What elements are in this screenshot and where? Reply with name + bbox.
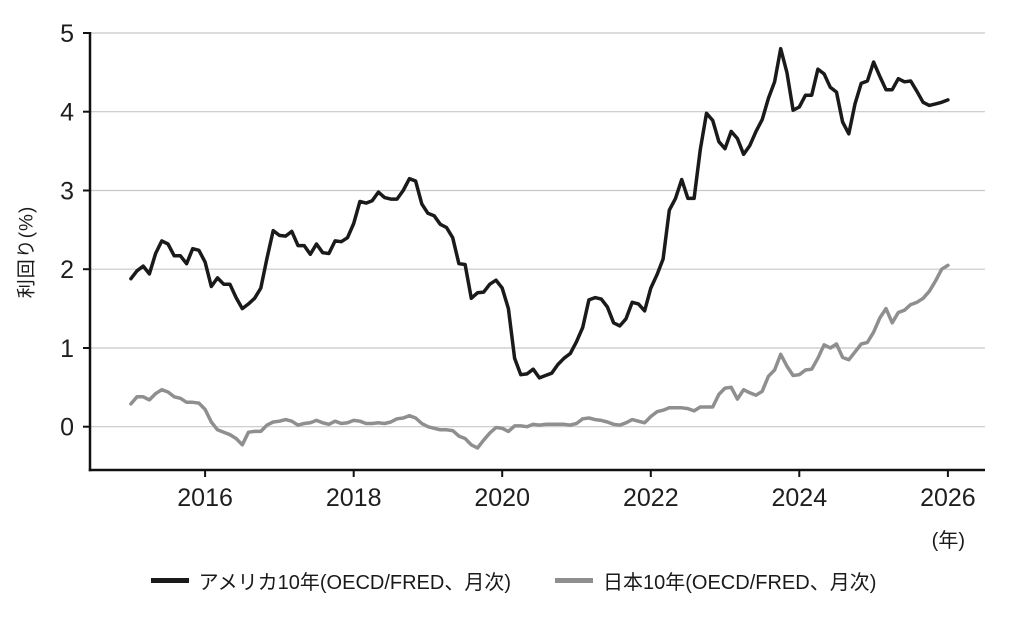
- legend-item-us-10y: アメリカ10年(OECD/FRED、月次): [150, 566, 511, 595]
- svg-text:2020: 2020: [474, 484, 530, 512]
- japan-line-swatch: [555, 578, 593, 583]
- svg-text:3: 3: [60, 178, 74, 206]
- svg-text:0: 0: [60, 414, 74, 442]
- chart-canvas: 0 1 2 3 4 5 2016 2018 2020 2022 2024 2026: [60, 20, 985, 512]
- svg-text:4: 4: [60, 99, 74, 127]
- us-line-swatch: [150, 578, 189, 583]
- svg-text:2022: 2022: [623, 484, 679, 512]
- svg-text:2: 2: [60, 256, 74, 284]
- svg-text:5: 5: [60, 20, 74, 48]
- svg-text:2024: 2024: [771, 484, 827, 512]
- svg-text:1: 1: [60, 335, 74, 363]
- legend-item-japan-10y: 日本10年(OECD/FRED、月次): [555, 566, 876, 595]
- legend-label-us-10y: アメリカ10年(OECD/FRED、月次): [198, 572, 511, 594]
- svg-text:2016: 2016: [177, 484, 233, 512]
- chart-legend: アメリカ10年(OECD/FRED、月次) 日本10年(OECD/FRED、月次…: [0, 566, 1027, 595]
- y-axis-title: 利回り(%): [16, 205, 38, 299]
- legend-label-japan-10y: 日本10年(OECD/FRED、月次): [603, 572, 877, 594]
- svg-text:2026: 2026: [920, 484, 976, 512]
- x-axis-unit-label: (年): [931, 530, 965, 552]
- svg-text:2018: 2018: [326, 484, 382, 512]
